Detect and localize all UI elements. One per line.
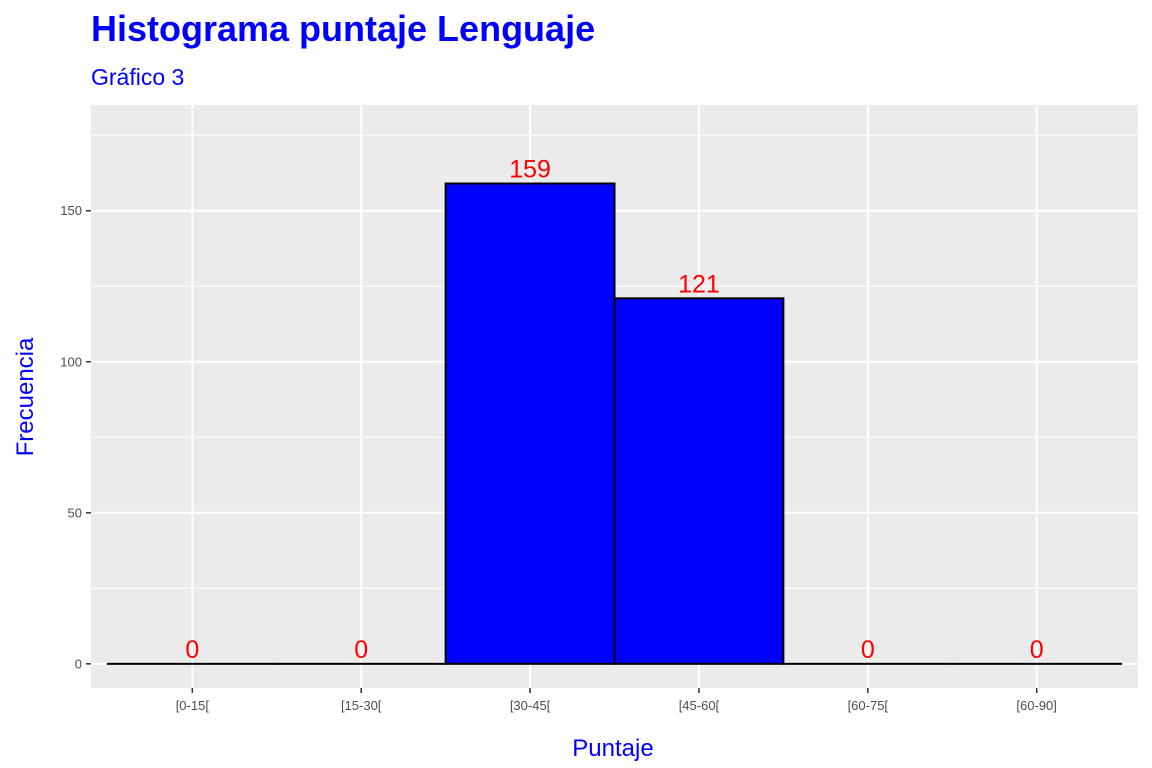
y-tick-label: 100	[60, 354, 82, 369]
x-tick-label: [30-45[	[510, 698, 551, 713]
data-label: 0	[861, 636, 875, 664]
bars	[106, 182, 1123, 665]
bar	[444, 182, 616, 665]
chart-subtitle: Gráfico 3	[91, 64, 185, 90]
chart-title: Histograma puntaje Lenguaje	[91, 8, 596, 49]
y-tick-label: 50	[68, 505, 82, 520]
x-tick-label: [60-90]	[1016, 698, 1056, 713]
x-tick-label: [15-30[	[341, 698, 382, 713]
data-labels: 0 0 159 121 0 0	[185, 156, 1043, 664]
data-label: 0	[1030, 636, 1044, 664]
x-tick-label: [60-75[	[848, 698, 889, 713]
bar	[613, 297, 785, 665]
x-tick-label: [45-60[	[679, 698, 720, 713]
y-tick-label: 150	[60, 203, 82, 218]
x-tick-label: [0-15[	[176, 698, 210, 713]
data-label: 0	[354, 636, 368, 664]
data-label: 0	[185, 636, 199, 664]
x-axis: [0-15[ [15-30[ [30-45[ [45-60[ [60-75[ [60-90…	[176, 688, 1057, 713]
y-axis: 0 50 100 150	[60, 203, 91, 671]
y-tick-label: 0	[75, 656, 82, 671]
data-label: 159	[509, 156, 551, 184]
data-label: 121	[678, 270, 720, 298]
y-axis-title: Frecuencia	[12, 337, 39, 456]
x-axis-title: Puntaje	[572, 735, 653, 762]
